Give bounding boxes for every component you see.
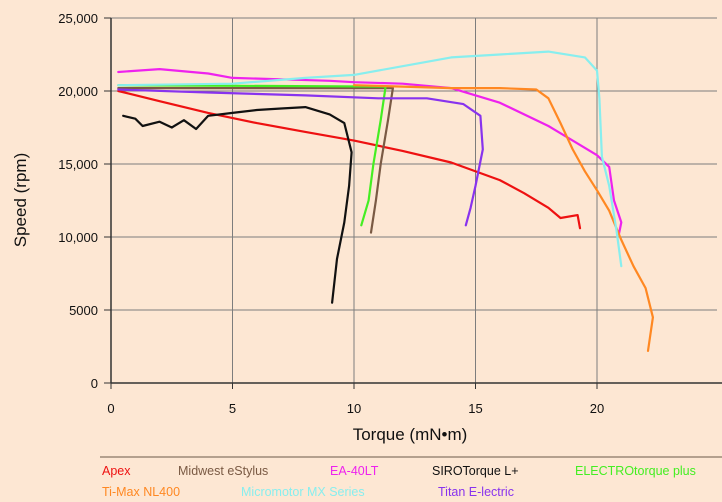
x-tick-label: 10 (347, 401, 361, 416)
x-tick-label: 15 (468, 401, 482, 416)
legend-item-sirotorque-l-: SIROTorque L+ (432, 464, 519, 478)
axes (110, 18, 722, 384)
legend-item-titan-e-lectric: Titan E-lectric (438, 485, 514, 499)
legend-item-micromotor-mx-series: Micromotor MX Series (241, 485, 365, 499)
legend-item-ti-max-nl400: Ti-Max NL400 (102, 485, 180, 499)
legend-item-ea-40lt: EA-40LT (330, 464, 379, 478)
legend: Apex Midwest eStylus EA-40LT SIROTorque L+ E… (102, 464, 696, 499)
series-line-electrotorque-plus (117, 84, 387, 227)
y-axis-title: Speed (rpm) (11, 153, 30, 247)
y-tick-labels: 0 5000 10,000 15,000 20,000 25,000 (58, 11, 111, 391)
y-tick-label: 20,000 (58, 84, 98, 99)
series-line-sirotorque-l- (122, 106, 353, 304)
x-tick-labels: 0 5 10 15 20 (107, 383, 604, 416)
x-axis-title: Torque (mN•m) (353, 425, 468, 444)
legend-item-electrotorque-plus: ELECTROtorque plus (575, 464, 696, 478)
series-line-midwest-estylus (117, 87, 394, 234)
legend-item-midwest-estylus: Midwest eStylus (178, 464, 268, 478)
y-tick-label: 25,000 (58, 11, 98, 26)
legend-item-apex: Apex (102, 464, 131, 478)
gridlines (111, 17, 717, 383)
y-tick-label: 10,000 (58, 230, 98, 245)
series-line-titan-e-lectric (117, 88, 484, 227)
data-series (117, 50, 654, 352)
series-line-micromotor-mx-series (117, 50, 623, 268)
x-tick-label: 20 (590, 401, 604, 416)
x-tick-label: 5 (229, 401, 236, 416)
series-line-ti-max-nl400 (352, 84, 654, 352)
y-tick-label: 0 (91, 376, 98, 391)
y-tick-label: 15,000 (58, 157, 98, 172)
y-tick-label: 5000 (69, 303, 98, 318)
x-tick-label: 0 (107, 401, 114, 416)
